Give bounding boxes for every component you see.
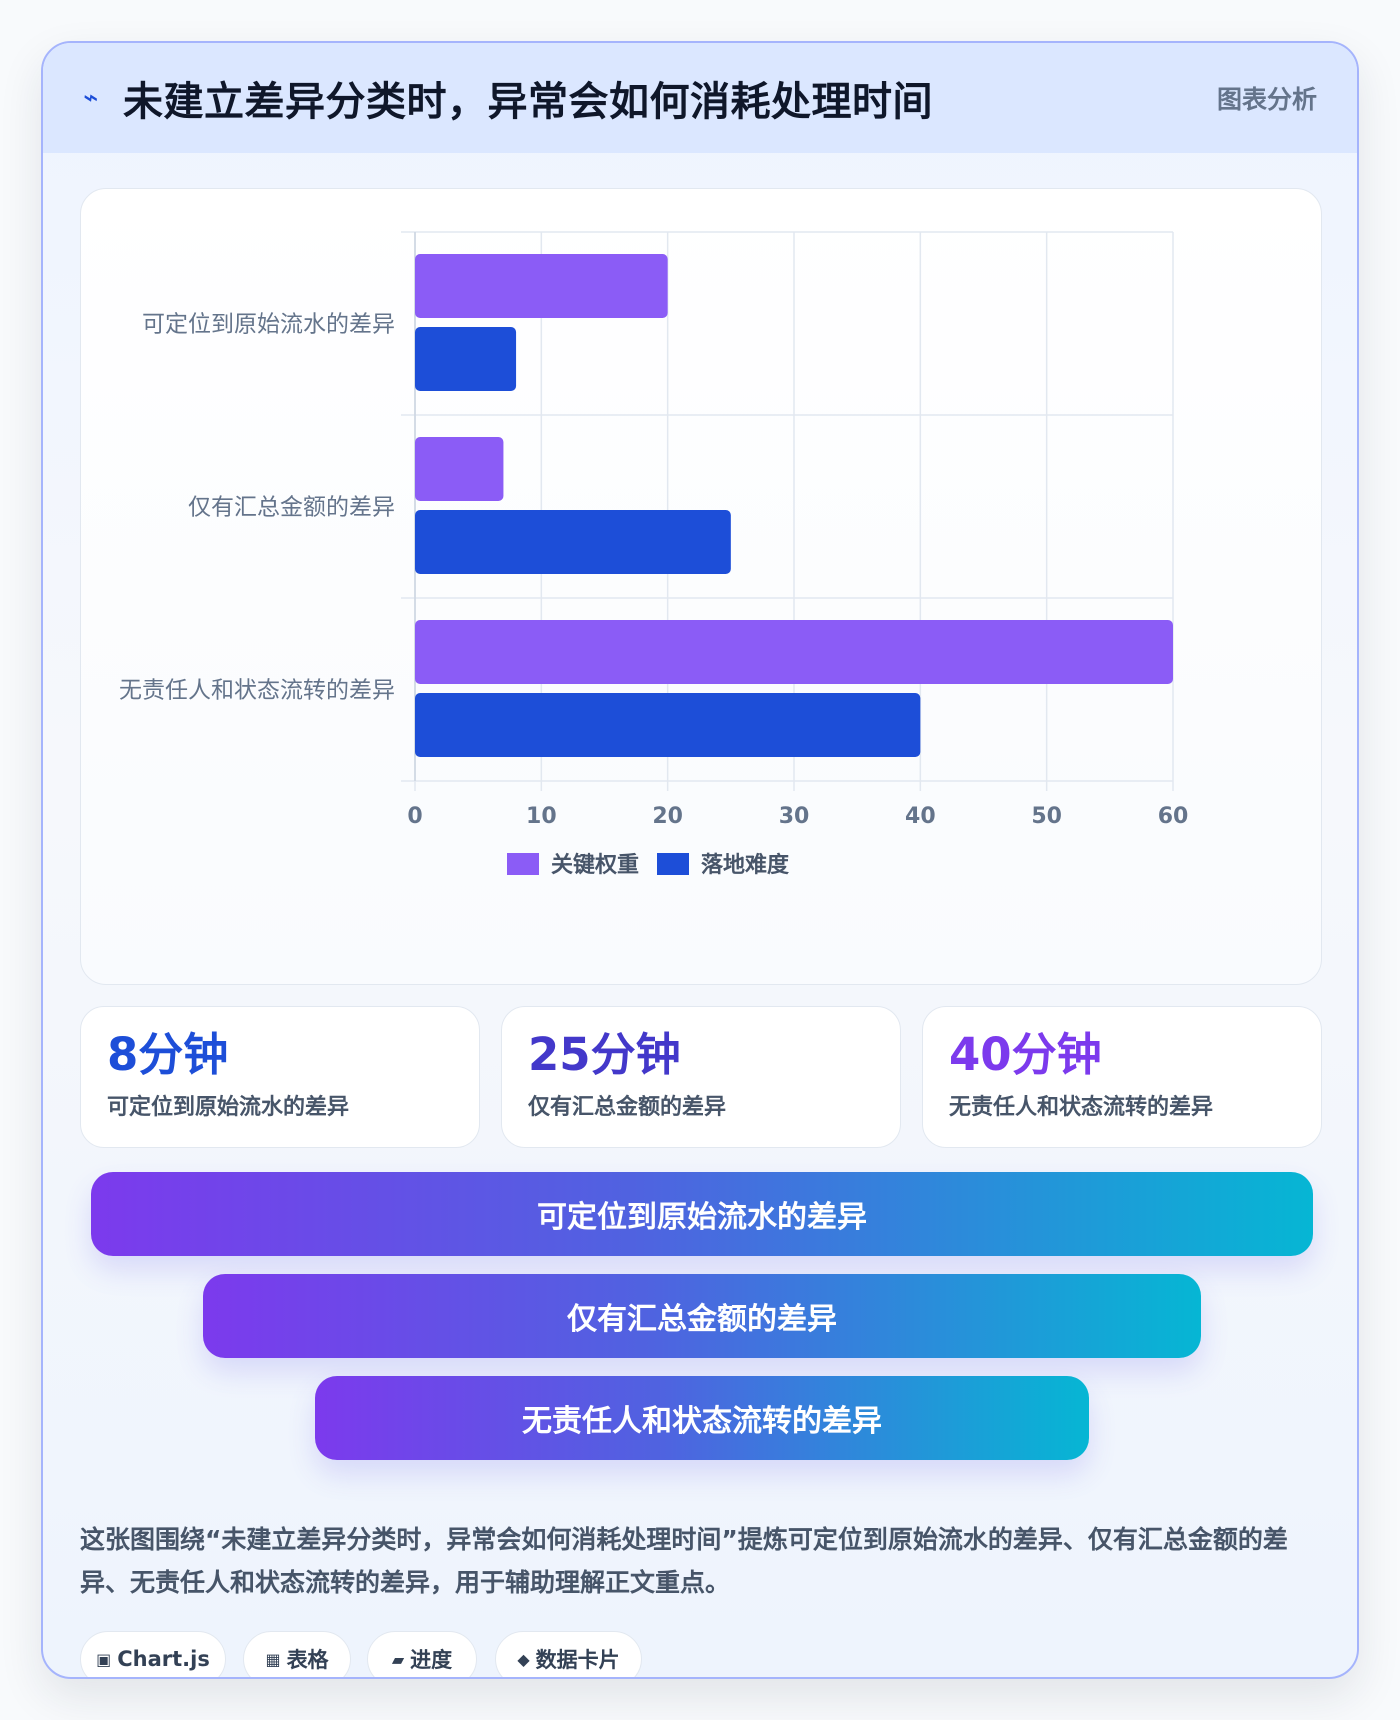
card-title: 未建立差异分类时，异常会如何消耗处理时间 [123,79,933,125]
funnel-bar-2: 仅有汇总金额的差异 [203,1274,1201,1358]
tag-label: Chart.js [117,1647,210,1671]
legend-label: 关键权重 [551,852,639,878]
y-category-label: 仅有汇总金额的差异 [188,495,395,521]
bar-difficulty [415,693,921,757]
progress-icon: ▰ [391,1649,405,1669]
stat-card-1: 8分钟 可定位到原始流水的差异 [80,1006,480,1148]
card-header: ⌁ 未建立差异分类时，异常会如何消耗处理时间 图表分析 [43,43,1357,153]
funnel-bar-1: 可定位到原始流水的差异 [91,1172,1313,1256]
x-tick-label: 50 [1031,804,1062,829]
funnel-bar-3: 无责任人和状态流转的差异 [315,1376,1089,1460]
tag-chartjs[interactable]: ▣ Chart.js [80,1631,226,1677]
stat-label: 无责任人和状态流转的差异 [949,1094,1214,1120]
stat-value: 8分钟 [107,1028,229,1081]
x-tick-label: 10 [526,804,557,829]
stat-label: 可定位到原始流水的差异 [107,1094,350,1120]
data-card-icon: ◆ [517,1649,530,1669]
bar-weight [415,620,1173,684]
tag-data-card[interactable]: ◆ 数据卡片 [495,1631,642,1677]
x-tick-label: 30 [779,804,810,829]
stat-card-3: 40分钟 无责任人和状态流转的差异 [922,1006,1322,1148]
stat-card-2: 25分钟 仅有汇总金额的差异 [501,1006,901,1148]
y-category-label: 可定位到原始流水的差异 [142,312,395,338]
stat-label: 仅有汇总金额的差异 [528,1094,727,1120]
tag-progress[interactable]: ▰ 进度 [367,1631,477,1677]
tag-label: 数据卡片 [535,1648,620,1672]
legend-swatch [657,853,689,875]
bar-weight [415,437,504,501]
y-category-label: 无责任人和状态流转的差异 [119,678,395,704]
x-tick-label: 40 [905,804,936,829]
chart-analysis-badge: 图表分析 [1216,85,1317,114]
lightning-icon: ⌁ [80,83,101,113]
stat-value: 40分钟 [949,1028,1102,1081]
bar-chart: 0 10 20 30 40 50 60 可定位到原始流水的差异仅有汇总金额的差异无责任人和状态… [119,231,1189,878]
bar-difficulty [415,327,517,391]
legend-label: 落地难度 [701,852,790,878]
x-tick-label: 60 [1158,804,1189,829]
table-icon: ▦ [265,1649,281,1669]
summary-text: 这张图围绕“未建立差异分类时，异常会如何消耗处理时间”提炼可定位到原始流水的差异… [80,1525,1288,1597]
bar-chart-panel: 0 10 20 30 40 50 60 可定位到原始流水的差异仅有汇总金额的差异无责任人和状态… [80,188,1322,985]
tag-table[interactable]: ▦ 表格 [243,1631,351,1677]
stat-value: 25分钟 [528,1028,681,1081]
tag-label: 表格 [286,1648,329,1672]
analysis-card: ⌁ 未建立差异分类时，异常会如何消耗处理时间 图表分析 0 10 20 30 40 50 6… [41,41,1359,1679]
tag-label: 进度 [410,1648,453,1672]
bar-difficulty [415,510,731,574]
chart-icon: ▣ [96,1649,112,1669]
bar-weight [415,254,668,318]
legend-swatch [507,853,539,875]
x-tick-label: 0 [407,804,422,829]
x-tick-label: 20 [652,804,683,829]
